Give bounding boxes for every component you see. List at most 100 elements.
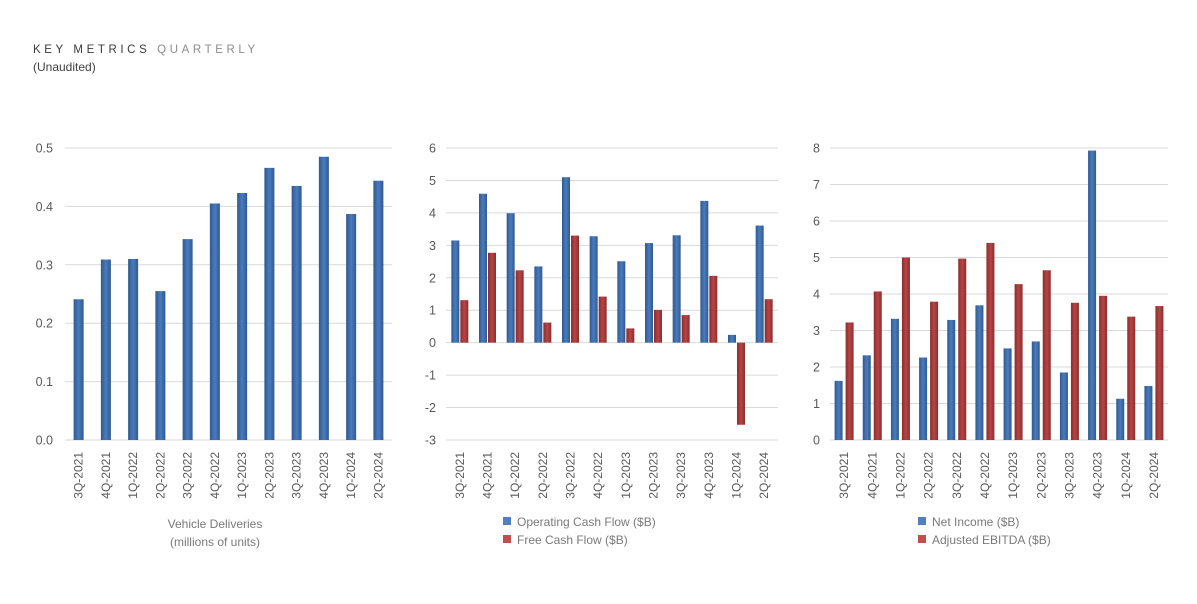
title-primary: KEY METRICS — [33, 44, 151, 56]
bar-operating-cash-flow-b-3q-2022 — [562, 177, 570, 343]
bar-operating-cash-flow-b-4q-2022 — [589, 236, 598, 343]
bar-operating-cash-flow-b-3q-2021 — [451, 240, 460, 343]
x-tick-label: 4Q-2022 — [208, 452, 222, 499]
bar-net-income-b-4q-2022 — [975, 305, 984, 440]
x-tick-label: 4Q-2022 — [978, 452, 992, 499]
x-tick-label: 4Q-2021 — [481, 452, 495, 499]
chart-2: -3 -2 -1 0 1 2 3 4 5 6 3Q-2021 4Q-2021 1Q-2022 2Q-202… — [425, 142, 778, 547]
x-tick-label: 4Q-2023 — [702, 452, 716, 499]
bar-free-cash-flow-b-1q-2023 — [626, 328, 635, 343]
x-tick-label: 2Q-2023 — [647, 452, 661, 499]
x-tick-label: 3Q-2023 — [674, 452, 688, 499]
bar-free-cash-flow-b-1q-2022 — [515, 270, 524, 343]
x-tick-label: 2Q-2022 — [153, 452, 167, 499]
x-tick-label: 2Q-2022 — [536, 452, 550, 499]
bar-vehicle-deliveries-millions-of-units-3q-2022 — [182, 239, 193, 440]
x-tick-label: 1Q-2022 — [126, 452, 140, 499]
x-tick-label: 1Q-2024 — [730, 452, 744, 499]
bar-adjusted-ebitda-b-2q-2023 — [1042, 270, 1051, 440]
bar-adjusted-ebitda-b-4q-2021 — [873, 291, 882, 440]
page-subtitle: (Unaudited) — [33, 60, 96, 74]
bar-vehicle-deliveries-millions-of-units-1q-2024 — [346, 213, 357, 440]
bar-operating-cash-flow-b-3q-2023 — [672, 235, 681, 343]
y-tick-label: 6 — [813, 215, 820, 229]
y-tick-label: 0.2 — [36, 317, 53, 331]
y-tick-label: 4 — [813, 288, 820, 302]
bar-vehicle-deliveries-millions-of-units-4q-2021 — [100, 259, 111, 440]
bar-free-cash-flow-b-1q-2024 — [737, 342, 745, 425]
legend-swatch — [918, 535, 926, 543]
y-tick-label: 3 — [813, 324, 820, 338]
y-tick-label: 0.1 — [36, 375, 53, 389]
x-tick-label: 1Q-2022 — [508, 452, 522, 499]
y-tick-label: 0.4 — [36, 200, 53, 214]
bar-free-cash-flow-b-4q-2023 — [709, 275, 718, 343]
y-tick-label: 2 — [429, 271, 436, 285]
bar-operating-cash-flow-b-1q-2022 — [506, 213, 515, 343]
page-header: KEY METRICS QUARTERLY (Unaudited) — [33, 44, 259, 74]
bar-operating-cash-flow-b-2q-2024 — [755, 225, 764, 343]
y-tick-label: 1 — [429, 304, 436, 318]
bar-free-cash-flow-b-2q-2024 — [764, 299, 773, 343]
legend-label: Adjusted EBITDA ($B) — [932, 533, 1051, 547]
y-tick-label: -2 — [425, 401, 436, 415]
bar-adjusted-ebitda-b-3q-2021 — [845, 322, 854, 440]
y-tick-label: 0.0 — [36, 434, 53, 448]
bar-adjusted-ebitda-b-3q-2023 — [1070, 302, 1079, 440]
bar-vehicle-deliveries-millions-of-units-1q-2022 — [128, 258, 139, 440]
bar-net-income-b-3q-2021 — [834, 380, 843, 440]
x-tick-label: 1Q-2023 — [619, 452, 633, 499]
y-tick-label: 0.3 — [36, 258, 53, 272]
y-tick-label: 5 — [813, 251, 820, 265]
bar-net-income-b-1q-2022 — [890, 318, 899, 440]
bar-vehicle-deliveries-millions-of-units-3q-2021 — [73, 299, 84, 440]
x-tick-label: 3Q-2022 — [950, 452, 964, 499]
y-tick-label: 4 — [429, 206, 436, 220]
x-tick-label: 4Q-2023 — [1091, 452, 1105, 499]
bar-net-income-b-2q-2022 — [919, 357, 928, 440]
bar-vehicle-deliveries-millions-of-units-4q-2023 — [318, 156, 329, 440]
y-tick-label: 2 — [813, 361, 820, 375]
bar-net-income-b-3q-2023 — [1059, 372, 1068, 440]
x-tick-label: 1Q-2024 — [1119, 452, 1133, 499]
bar-adjusted-ebitda-b-1q-2023 — [1014, 284, 1023, 440]
chart-1: 0.0 0.1 0.2 0.3 0.4 0.5 3Q-2021 4Q-2021 1Q-2022 2… — [36, 142, 392, 549]
bar-operating-cash-flow-b-2q-2023 — [645, 243, 653, 343]
bar-net-income-b-1q-2024 — [1116, 398, 1125, 440]
bar-vehicle-deliveries-millions-of-units-1q-2023 — [237, 192, 248, 440]
x-tick-label: 1Q-2023 — [235, 452, 249, 499]
bar-net-income-b-2q-2024 — [1144, 385, 1153, 440]
x-tick-label: 2Q-2022 — [922, 452, 936, 499]
y-tick-label: 0 — [429, 336, 436, 350]
bar-operating-cash-flow-b-1q-2023 — [617, 261, 626, 343]
legend-label: Operating Cash Flow ($B) — [517, 515, 656, 529]
y-tick-label: 7 — [813, 178, 820, 192]
x-tick-label: 2Q-2023 — [262, 452, 276, 499]
legend-swatch — [503, 517, 511, 525]
x-tick-label: 4Q-2021 — [865, 452, 879, 499]
x-tick-label: 3Q-2021 — [453, 452, 467, 499]
y-tick-label: 3 — [429, 239, 436, 253]
bar-free-cash-flow-b-3q-2023 — [681, 315, 690, 343]
bar-adjusted-ebitda-b-2q-2024 — [1155, 306, 1164, 440]
bar-free-cash-flow-b-2q-2022 — [543, 322, 552, 343]
bar-vehicle-deliveries-millions-of-units-4q-2022 — [209, 203, 220, 440]
y-tick-label: 0.5 — [36, 142, 53, 156]
legend-swatch — [918, 517, 926, 525]
x-tick-label: 2Q-2023 — [1034, 452, 1048, 499]
bar-vehicle-deliveries-millions-of-units-2q-2022 — [155, 291, 166, 440]
bar-operating-cash-flow-b-4q-2021 — [479, 193, 487, 343]
bar-free-cash-flow-b-4q-2021 — [488, 252, 496, 343]
bar-net-income-b-4q-2021 — [862, 355, 871, 440]
bar-free-cash-flow-b-3q-2021 — [460, 300, 469, 343]
bar-adjusted-ebitda-b-2q-2022 — [930, 301, 939, 440]
bar-vehicle-deliveries-millions-of-units-2q-2024 — [373, 180, 384, 441]
y-tick-label: 6 — [429, 142, 436, 156]
bar-adjusted-ebitda-b-1q-2022 — [901, 257, 910, 440]
bar-free-cash-flow-b-2q-2023 — [654, 309, 662, 343]
bar-free-cash-flow-b-3q-2022 — [571, 235, 579, 343]
y-tick-label: 5 — [429, 174, 436, 188]
x-tick-label: 3Q-2022 — [181, 452, 195, 499]
x-tick-label: 4Q-2022 — [591, 452, 605, 499]
x-tick-label: 4Q-2021 — [99, 452, 113, 499]
